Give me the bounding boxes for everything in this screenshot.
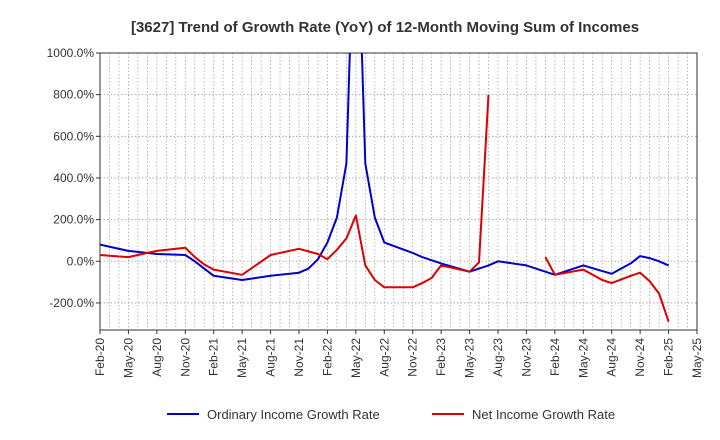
y-tick-label: 1000.0% xyxy=(47,46,95,60)
y-tick-label: 400.0% xyxy=(53,171,94,185)
x-tick-label: Nov-22 xyxy=(406,338,420,377)
series-line-ordinary-income xyxy=(100,53,669,281)
x-tick-label: May-21 xyxy=(235,338,249,378)
x-tick-label: Feb-24 xyxy=(548,338,562,376)
y-tick-label: 600.0% xyxy=(53,129,94,143)
series-lines xyxy=(100,53,670,323)
x-tick-label: Aug-21 xyxy=(264,338,278,377)
x-tick-label: Aug-24 xyxy=(605,338,619,377)
y-tick-label: 200.0% xyxy=(53,213,94,227)
x-tick-label: Nov-21 xyxy=(292,338,306,377)
y-tick-label: 800.0% xyxy=(53,88,94,102)
x-tick-label: May-23 xyxy=(463,338,477,378)
legend-label-ordinary: Ordinary Income Growth Rate xyxy=(207,407,380,422)
y-tick-label: -200.0% xyxy=(49,296,94,310)
x-tick-label: Aug-23 xyxy=(491,338,505,377)
y-axis: 1000.0% 800.0% 600.0% 400.0% 200.0% 0.0% -200.… xyxy=(47,46,100,310)
series-line-net-income xyxy=(544,256,670,323)
x-axis: Feb-20 May-20 Aug-20 Nov-20 Feb-21 May-21 Aug-… xyxy=(93,330,704,378)
x-tick-label: Nov-24 xyxy=(633,338,647,377)
x-tick-label: Nov-20 xyxy=(178,338,192,377)
x-tick-label: Feb-25 xyxy=(662,338,676,376)
legend-label-net: Net Income Growth Rate xyxy=(472,407,615,422)
x-tick-label: Feb-22 xyxy=(320,338,334,376)
plot-area xyxy=(99,52,698,331)
legend: Ordinary Income Growth Rate Net Income G… xyxy=(167,407,615,422)
y-tick-label: 0.0% xyxy=(67,254,95,268)
x-tick-label: May-24 xyxy=(576,338,590,378)
x-tick-label: Aug-20 xyxy=(150,338,164,377)
series-line-net-income xyxy=(100,94,490,289)
x-tick-label: Feb-23 xyxy=(434,338,448,376)
x-tick-label: May-22 xyxy=(349,338,363,378)
chart-title: [3627] Trend of Growth Rate (YoY) of 12-… xyxy=(131,19,639,36)
grid xyxy=(100,52,697,330)
x-tick-label: Nov-23 xyxy=(519,338,533,377)
x-tick-label: May-20 xyxy=(121,338,135,378)
x-tick-label: May-25 xyxy=(690,338,704,378)
x-tick-label: Aug-22 xyxy=(377,338,391,377)
x-tick-label: Feb-20 xyxy=(93,338,107,376)
x-tick-label: Feb-21 xyxy=(207,338,221,376)
